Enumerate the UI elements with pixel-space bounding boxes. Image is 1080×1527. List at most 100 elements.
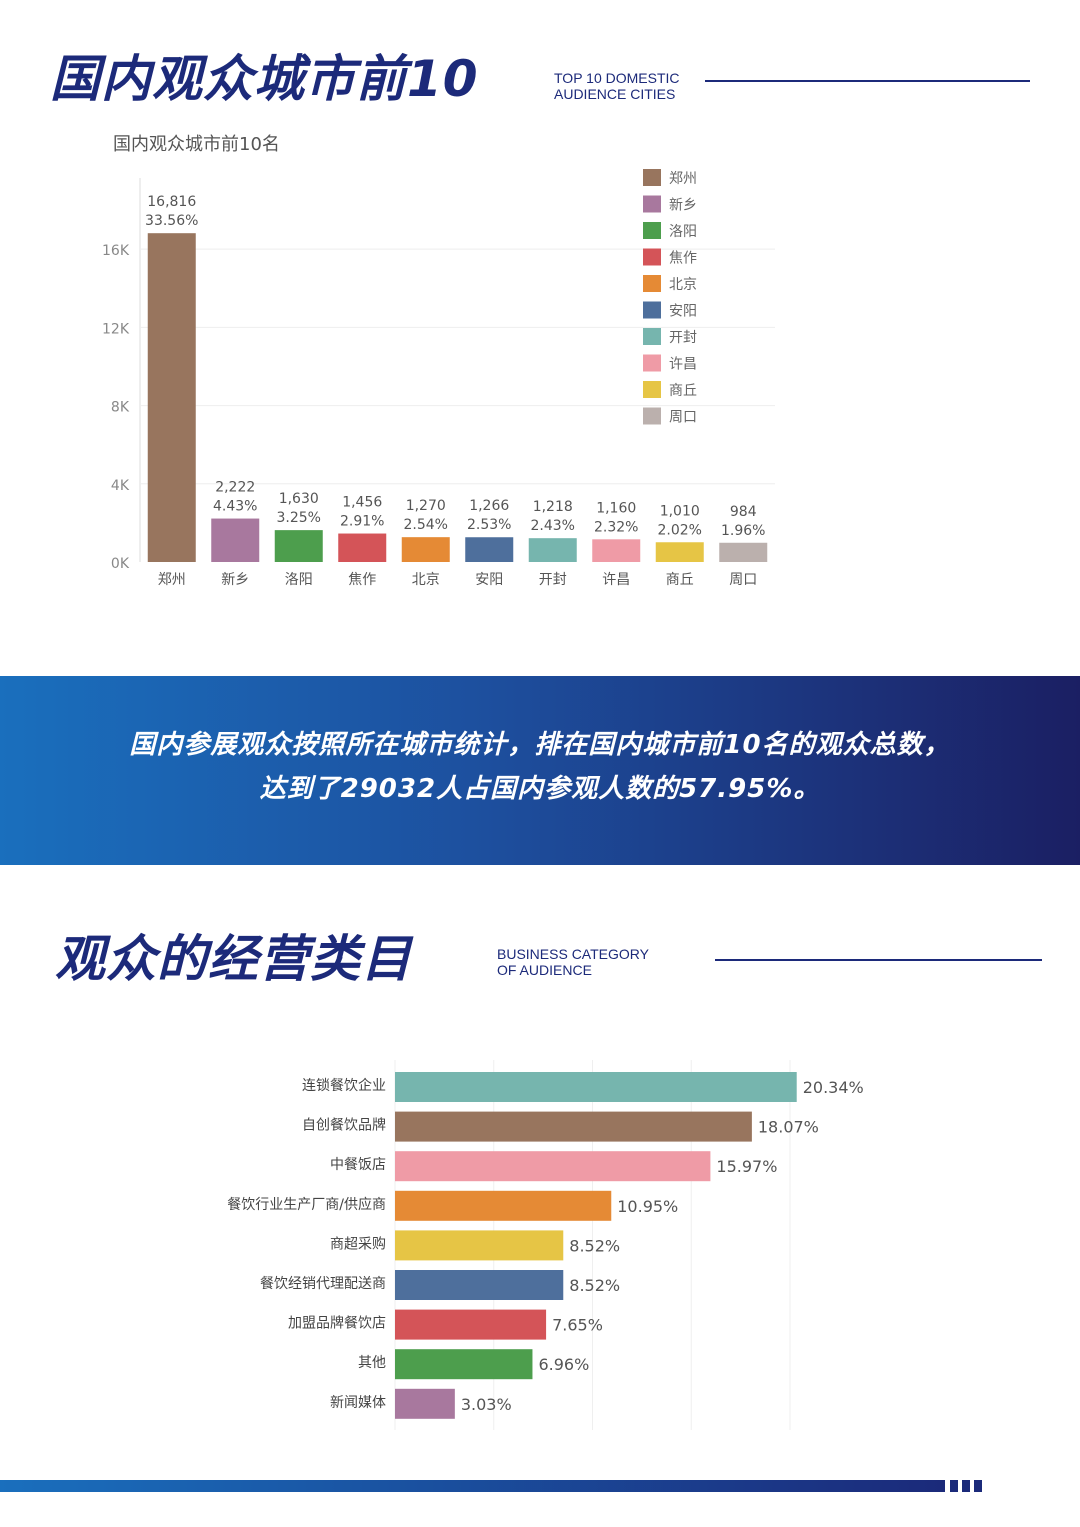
legend-label: 周口 bbox=[669, 410, 697, 426]
footer-square-2 bbox=[962, 1480, 970, 1492]
footer-square-1 bbox=[950, 1480, 958, 1492]
y-tick-label: 自创餐饮品牌 bbox=[302, 1117, 386, 1134]
data-label-percent: 2.91% bbox=[340, 514, 384, 530]
bar bbox=[395, 1111, 752, 1142]
x-tick-label: 许昌 bbox=[602, 572, 630, 588]
data-label-percent: 2.32% bbox=[594, 519, 638, 535]
y-tick-label: 餐饮行业生产厂商/供应商 bbox=[227, 1196, 386, 1213]
bar bbox=[395, 1072, 797, 1102]
data-label-value: 1,160 bbox=[596, 500, 636, 516]
x-tick-label: 开封 bbox=[539, 572, 567, 588]
data-label-percent: 3.25% bbox=[277, 510, 321, 526]
data-label-percent: 2.54% bbox=[404, 517, 448, 533]
y-tick-label: 16K bbox=[102, 243, 130, 259]
y-tick-label: 连锁餐饮企业 bbox=[302, 1077, 386, 1094]
x-tick-label: 焦作 bbox=[348, 572, 376, 588]
data-label-percent: 4.43% bbox=[213, 499, 257, 515]
bar bbox=[655, 542, 704, 562]
y-tick-label: 加盟品牌餐饮店 bbox=[288, 1315, 386, 1332]
y-tick-label: 商超采购 bbox=[330, 1236, 386, 1252]
data-label-value: 1,456 bbox=[342, 495, 382, 511]
section2-subtitle: BUSINESS CATEGORY OF AUDIENCE bbox=[497, 946, 649, 978]
section1-subtitle: TOP 10 DOMESTIC AUDIENCE CITIES bbox=[554, 70, 680, 102]
legend-swatch bbox=[643, 381, 661, 398]
bar bbox=[395, 1309, 547, 1340]
legend-swatch bbox=[643, 248, 661, 266]
data-label: 15.97% bbox=[716, 1157, 777, 1176]
legend-swatch bbox=[643, 301, 661, 319]
x-tick-label: 周口 bbox=[729, 572, 757, 588]
y-tick-label: 中餐饭店 bbox=[330, 1157, 386, 1173]
x-tick-label: 新乡 bbox=[221, 572, 249, 588]
y-tick-label: 12K bbox=[102, 321, 130, 337]
data-label-value: 2,222 bbox=[215, 480, 255, 496]
footer-square-3 bbox=[974, 1480, 982, 1492]
bar bbox=[528, 538, 577, 562]
legend-label: 开封 bbox=[669, 330, 697, 346]
y-tick-label: 4K bbox=[111, 478, 130, 494]
section2-title: 观众的经营类目 bbox=[55, 930, 412, 988]
data-label: 6.96% bbox=[538, 1355, 589, 1374]
legend-label: 许昌 bbox=[669, 357, 697, 373]
bar bbox=[274, 530, 323, 562]
bar bbox=[395, 1230, 564, 1261]
data-label-percent: 2.43% bbox=[531, 518, 575, 534]
data-label-percent: 1.96% bbox=[721, 523, 765, 539]
city-bar-chart: 0K 4K 8K 12K 16K 16,816 33.56% 郑州 2,222 4.43% 新乡 1,… bbox=[102, 169, 775, 588]
bar bbox=[395, 1190, 612, 1221]
data-label-value: 1,218 bbox=[533, 499, 573, 515]
legend-label: 新乡 bbox=[669, 198, 697, 214]
y-tick-label: 新闻媒体 bbox=[330, 1395, 386, 1411]
bar bbox=[395, 1349, 533, 1380]
section2-subtitle-line2: OF AUDIENCE bbox=[497, 962, 592, 978]
data-label: 18.07% bbox=[758, 1118, 819, 1137]
legend-label: 焦作 bbox=[669, 251, 697, 267]
bar bbox=[719, 542, 768, 562]
y-tick-label: 餐饮经销代理配送商 bbox=[260, 1276, 386, 1292]
data-label: 8.52% bbox=[569, 1276, 620, 1295]
y-tick-label: 其他 bbox=[358, 1355, 386, 1371]
data-label-percent: 2.53% bbox=[467, 517, 511, 533]
y-tick-label: 8K bbox=[111, 400, 130, 416]
section1-subtitle-line2: AUDIENCE CITIES bbox=[554, 86, 676, 102]
x-tick-label: 北京 bbox=[412, 572, 440, 588]
section1-subtitle-line1: TOP 10 DOMESTIC bbox=[554, 70, 680, 86]
legend-swatch bbox=[643, 275, 661, 292]
data-label-percent: 2.02% bbox=[658, 522, 702, 538]
legend-label: 北京 bbox=[669, 277, 697, 293]
data-label: 7.65% bbox=[552, 1316, 603, 1335]
bar bbox=[401, 537, 450, 562]
section2-subtitle-line1: BUSINESS CATEGORY bbox=[497, 946, 649, 962]
legend-swatch bbox=[643, 328, 661, 345]
legend-label: 商丘 bbox=[669, 383, 697, 399]
bar bbox=[395, 1388, 455, 1419]
bar bbox=[211, 518, 260, 562]
data-label-value: 16,816 bbox=[147, 194, 196, 210]
x-tick-label: 郑州 bbox=[158, 572, 186, 588]
section1-title: 国内观众城市前10 bbox=[50, 50, 479, 108]
bar bbox=[592, 539, 641, 562]
legend-swatch bbox=[643, 222, 661, 239]
y-tick-label: 0K bbox=[111, 556, 130, 572]
data-label: 3.03% bbox=[461, 1395, 512, 1414]
legend-label: 洛阳 bbox=[669, 224, 697, 240]
legend-swatch bbox=[643, 195, 661, 213]
x-tick-label: 商丘 bbox=[666, 572, 694, 588]
data-label-value: 1,630 bbox=[279, 491, 319, 507]
data-label-value: 984 bbox=[730, 504, 757, 520]
bar bbox=[395, 1270, 564, 1300]
legend-swatch bbox=[643, 169, 661, 186]
banner-line-1: 国内参展观众按照所在城市统计，排在国内城市前10名的观众总数， bbox=[129, 730, 951, 760]
bar bbox=[338, 533, 387, 562]
legend-label: 安阳 bbox=[669, 304, 697, 320]
chart1-title: 国内观众城市前10名 bbox=[113, 134, 280, 155]
bar bbox=[147, 233, 196, 562]
category-bar-chart: 连锁餐饮企业 20.34% 自创餐饮品牌 18.07% 中餐饭店 15.97% 餐饮行业生产… bbox=[227, 1060, 864, 1430]
section1-rule bbox=[705, 80, 1030, 82]
x-tick-label: 安阳 bbox=[475, 572, 503, 588]
data-label: 8.52% bbox=[569, 1236, 620, 1255]
summary-banner: 国内参展观众按照所在城市统计，排在国内城市前10名的观众总数， 达到了29032… bbox=[0, 676, 1080, 865]
legend-swatch bbox=[643, 354, 661, 372]
banner-line-2: 达到了29032人占国内参观人数的57.95%。 bbox=[259, 774, 821, 804]
legend-swatch bbox=[643, 407, 661, 425]
